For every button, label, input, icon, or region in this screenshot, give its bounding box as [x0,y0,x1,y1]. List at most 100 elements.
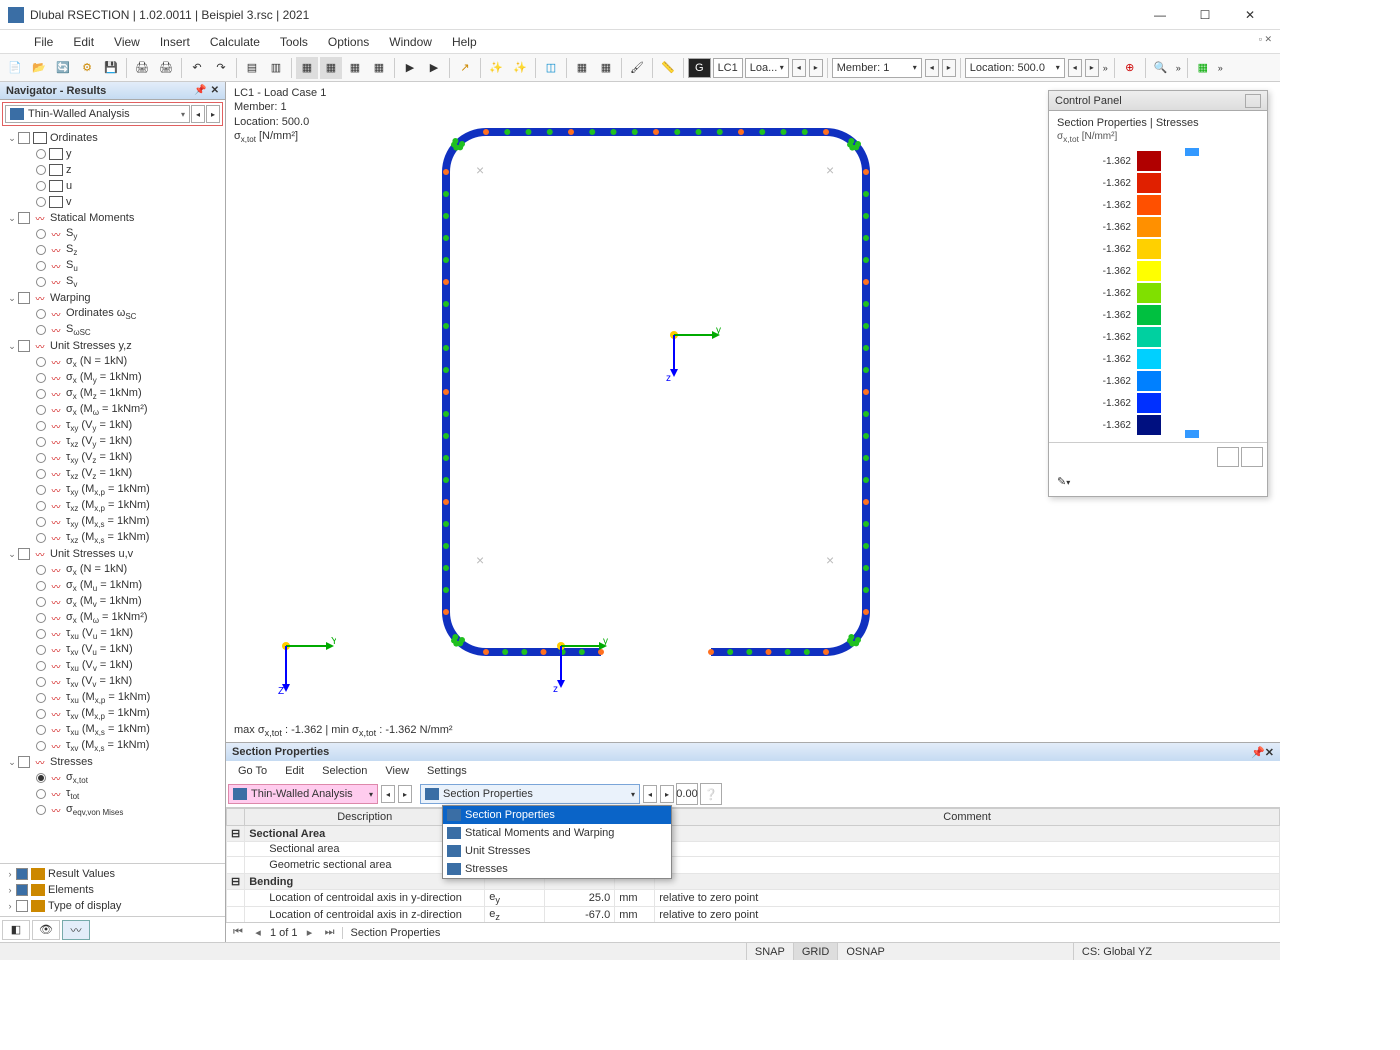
tree-row[interactable]: 〰σx,tot [0,770,225,786]
sec-combo-analysis[interactable]: Thin-Walled Analysis▾ [228,784,378,804]
tree-row[interactable]: 〰Sv [0,274,225,290]
sec-c-next[interactable]: ▸ [660,785,674,803]
tree-row[interactable]: 〰τxy (Mx,s = 1kNm) [0,514,225,530]
ctrl-btn-1[interactable] [1217,447,1239,467]
tb-arrow[interactable]: ↗ [454,57,476,79]
tree-row[interactable]: 〰τtot [0,786,225,802]
menu-file[interactable]: File [24,32,63,52]
nav-sel-next[interactable]: ▸ [206,105,220,123]
tree-row[interactable]: 〰τxu (Mx,p = 1kNm) [0,690,225,706]
tb-loc-next[interactable]: ▸ [1085,59,1099,77]
tree-row[interactable]: 〰τxz (Mx,s = 1kNm) [0,530,225,546]
nav-sel-prev[interactable]: ◂ [191,105,205,123]
menu-insert[interactable]: Insert [150,32,200,52]
tb-box[interactable]: ◫ [540,57,562,79]
pg-next[interactable]: ▸ [302,926,318,939]
tb-lc-name[interactable]: Loa...▾ [745,58,789,78]
nav-close-icon[interactable]: ✕ [211,85,219,96]
tb-lc-dark[interactable]: G [688,58,711,78]
ctrl-close-icon[interactable] [1245,94,1261,108]
tb-print2[interactable]: 🖨 [155,57,177,79]
status-osnap[interactable]: OSNAP [837,943,893,960]
tree-row[interactable]: 〰τxy (Vy = 1kN) [0,418,225,434]
tree-row[interactable]: 〰Ordinates ωSC [0,306,225,322]
tree-row[interactable]: y [0,146,225,162]
sec-precision[interactable]: 0.00 [676,783,698,805]
tree-row[interactable]: 〰σx (N = 1kN) [0,354,225,370]
tb-redo[interactable]: ↷ [210,57,232,79]
sec-menu-selection[interactable]: Selection [314,763,375,779]
tree-row[interactable]: 〰τxz (Vy = 1kN) [0,434,225,450]
sec-menu-settings[interactable]: Settings [419,763,475,779]
tb-view1[interactable]: ▦ [296,57,318,79]
menu-calculate[interactable]: Calculate [200,32,270,52]
tb-location[interactable]: Location: 500.0▾ [965,58,1065,78]
tree-row[interactable]: 〰τxy (Vz = 1kN) [0,450,225,466]
tb-wand2[interactable]: ✨ [509,57,531,79]
tb-new[interactable]: 📄 [4,57,26,79]
tree-row[interactable]: ⌄〰Unit Stresses y,z [0,338,225,354]
tree-row[interactable]: 〰σeqv,von Mises [0,802,225,818]
tree-row[interactable]: 〰τxy (Mx,p = 1kNm) [0,482,225,498]
tb-target[interactable]: ⊕ [1119,57,1141,79]
tb-open[interactable]: 📂 [28,57,50,79]
nav-tab-3[interactable]: 〰 [62,920,90,940]
section-grid[interactable]: DescriptionSymbolValueUnitComment⊟Sectio… [226,807,1280,922]
sec-dd-option[interactable]: Unit Stresses [443,842,671,860]
tree-row[interactable]: 〰Sy [0,226,225,242]
minimize-button[interactable]: — [1138,1,1182,29]
tb-wand[interactable]: ✨ [485,57,507,79]
tree-row[interactable]: 〰Su [0,258,225,274]
mdi-close-icon[interactable]: ▫ ✕ [1259,34,1272,45]
control-panel-header[interactable]: Control Panel [1049,91,1267,111]
tree-row[interactable]: 〰SωSC [0,322,225,338]
sec-dd-option[interactable]: Stresses [443,860,671,878]
tree-row[interactable]: 〰τxz (Mx,p = 1kNm) [0,498,225,514]
tb-grid1[interactable]: ▦ [571,57,593,79]
tree-row[interactable]: 〰σx (Mu = 1kNm) [0,578,225,594]
sec-pin-icon[interactable]: 📌 [1251,746,1265,759]
sec-dd-option[interactable]: Section Properties [443,806,671,824]
status-grid[interactable]: GRID [793,943,838,960]
sec-c-prev[interactable]: ◂ [643,785,657,803]
tree-row[interactable]: 〰τxu (Vv = 1kN) [0,658,225,674]
nav-bottom-row[interactable]: ›Elements [4,882,221,898]
tree-row[interactable]: 〰τxv (Mx,p = 1kNm) [0,706,225,722]
menu-tools[interactable]: Tools [270,32,318,52]
sec-a-next[interactable]: ▸ [398,785,412,803]
tb-member[interactable]: Member: 1▾ [832,58,922,78]
tb-print[interactable]: 🖨 [131,57,153,79]
tb-view2[interactable]: ▦ [320,57,342,79]
tb-display[interactable]: ▦ [1192,57,1214,79]
tb-calc[interactable]: ▶ [399,57,421,79]
tree-row[interactable]: ⌄〰Warping [0,290,225,306]
tree-row[interactable]: v [0,194,225,210]
tb-save[interactable]: 💾 [100,57,122,79]
tb-ruler[interactable]: 📏 [657,57,679,79]
tb-doc1[interactable]: ▤ [241,57,263,79]
tree-row[interactable]: 〰τxz (Vz = 1kN) [0,466,225,482]
menu-window[interactable]: Window [379,32,442,52]
pg-prev[interactable]: ◂ [250,926,266,939]
control-panel[interactable]: Control Panel Section Properties | Stres… [1048,90,1268,497]
sec-menu-view[interactable]: View [377,763,417,779]
ctrl-btn-2[interactable] [1241,447,1263,467]
tb-lc-prev[interactable]: ◂ [792,59,806,77]
tree-row[interactable]: 〰τxv (Mx,s = 1kNm) [0,738,225,754]
sec-menu-go-to[interactable]: Go To [230,763,275,779]
tb-refresh[interactable]: 🔄 [52,57,74,79]
tree-row[interactable]: ⌄〰Stresses [0,754,225,770]
tree-row[interactable]: 〰σx (Mω = 1kNm²) [0,402,225,418]
tb-gear[interactable]: ⚙ [76,57,98,79]
tree-row[interactable]: ⌄〰Unit Stresses u,v [0,546,225,562]
menu-edit[interactable]: Edit [63,32,104,52]
tree-row[interactable]: 〰σx (My = 1kNm) [0,370,225,386]
tree-row[interactable]: ⌄〰Statical Moments [0,210,225,226]
tb-mem-prev[interactable]: ◂ [925,59,939,77]
navigator-selector[interactable]: Thin-Walled Analysis ▾ [5,105,190,123]
pin-icon[interactable]: 📌 [194,85,206,96]
tb-view4[interactable]: ▦ [368,57,390,79]
sec-help[interactable]: ❔ [700,783,722,805]
tree-row[interactable]: 〰σx (Mz = 1kNm) [0,386,225,402]
menu-options[interactable]: Options [318,32,379,52]
